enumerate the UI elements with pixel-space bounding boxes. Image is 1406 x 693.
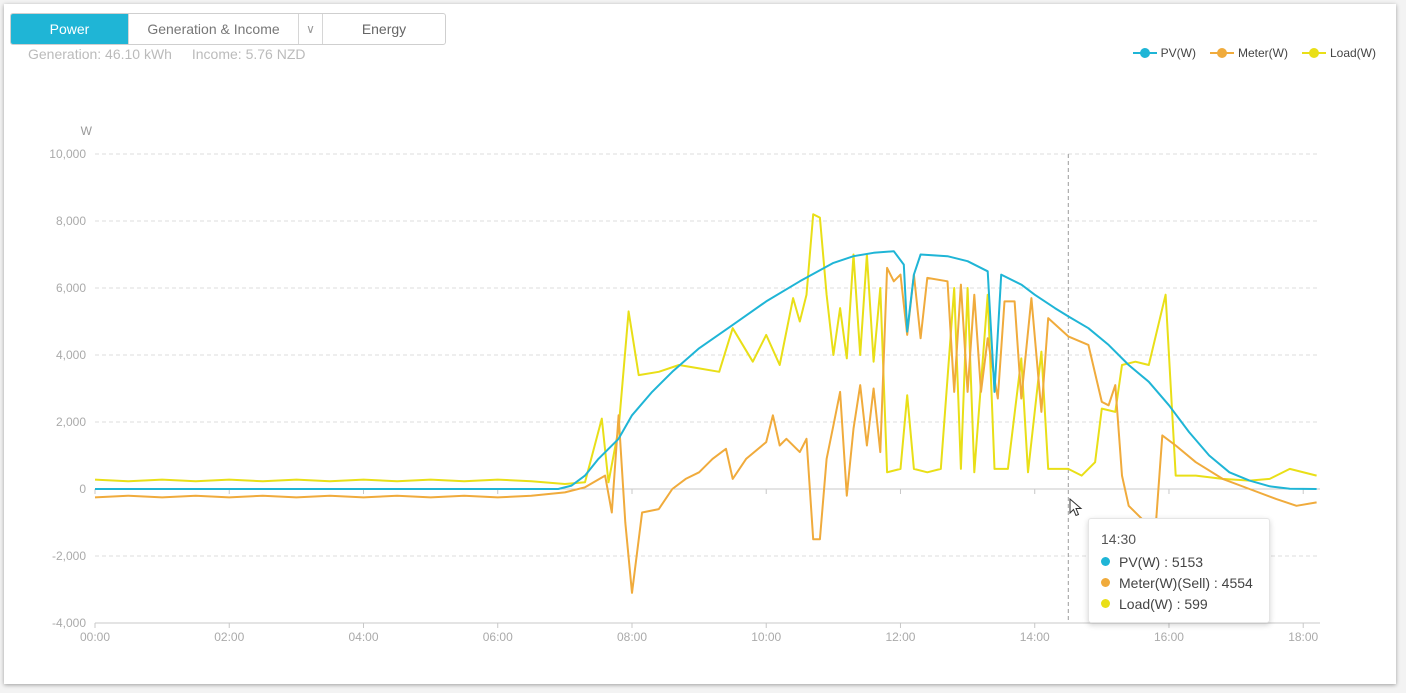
x-tick-label: 06:00 (483, 630, 513, 644)
tooltip-row-pv: PV(W) : 5153 (1101, 551, 1257, 572)
chart-legend: PV(W) Meter(W) Load(W) (1119, 46, 1376, 60)
tab-power[interactable]: Power (11, 14, 129, 44)
tooltip-time: 14:30 (1101, 531, 1137, 547)
meter-dot-icon (1101, 578, 1110, 587)
x-tick-label: 16:00 (1154, 630, 1184, 644)
series-line-meterw (94, 266, 1317, 594)
series-line-pvw (95, 250, 1317, 490)
x-tick-label: 02:00 (214, 630, 244, 644)
tooltip-row-load: Load(W) : 599 (1101, 593, 1257, 614)
legend-label: Load(W) (1329, 46, 1376, 60)
tooltip-meter-value: Meter(W)(Sell) : 4554 (1119, 574, 1253, 591)
y-tick-label: 8,000 (56, 214, 86, 228)
legend-marker-icon (1209, 48, 1234, 58)
legend-label: Meter(W) (1237, 46, 1288, 60)
income-total: Income: 5.76 NZD (191, 46, 306, 62)
x-tick-label: 04:00 (348, 630, 378, 644)
tooltip-row-meter: Meter(W)(Sell) : 4554 (1101, 572, 1257, 593)
legend-marker-icon (1132, 48, 1157, 58)
x-tick-label: 10:00 (751, 630, 781, 644)
tooltip-pv-value: PV(W) : 5153 (1119, 553, 1204, 570)
y-tick-label: 2,000 (56, 415, 86, 429)
y-tick-label: -4,000 (52, 616, 86, 630)
series-line-loadw (94, 213, 1317, 485)
x-tick-label: 18:00 (1288, 630, 1318, 644)
x-tick-label: 14:00 (1020, 630, 1050, 644)
chevron-down-icon[interactable]: ∨ (299, 14, 323, 44)
y-tick-label: 6,000 (56, 281, 86, 295)
x-tick-label: 12:00 (885, 630, 915, 644)
energy-summary: Generation: 46.10 kWh Income: 5.76 NZD (28, 46, 321, 62)
view-tabs: Power Generation & Income ∨ Energy Stati… (10, 13, 446, 45)
legend-item-meterw[interactable]: Meter(W) (1209, 46, 1288, 60)
chart-tooltip: 14:30 PV(W) : 5153 Meter(W)(Sell) : 4554… (1088, 518, 1270, 623)
load-dot-icon (1101, 599, 1110, 608)
y-tick-label: 10,000 (49, 147, 86, 161)
legend-item-loadw[interactable]: Load(W) (1301, 46, 1376, 60)
tooltip-load-value: Load(W) : 599 (1119, 595, 1208, 612)
y-axis-unit: W (81, 124, 93, 138)
legend-marker-icon (1301, 48, 1326, 58)
tab-energy-statistics[interactable]: Energy Statistics (361, 21, 407, 37)
legend-label: PV(W) (1160, 46, 1196, 60)
x-tick-label: 00:00 (80, 630, 110, 644)
generation-total: Generation: 46.10 kWh (28, 46, 172, 62)
y-tick-label: 0 (79, 482, 86, 496)
tab-generation-income[interactable]: Generation & Income (129, 14, 299, 44)
x-tick-label: 08:00 (617, 630, 647, 644)
y-tick-label: -2,000 (52, 549, 86, 563)
pv-dot-icon (1101, 557, 1110, 566)
legend-item-pvw[interactable]: PV(W) (1132, 46, 1196, 60)
mouse-pointer-icon (1069, 498, 1083, 517)
y-tick-label: 4,000 (56, 348, 86, 362)
